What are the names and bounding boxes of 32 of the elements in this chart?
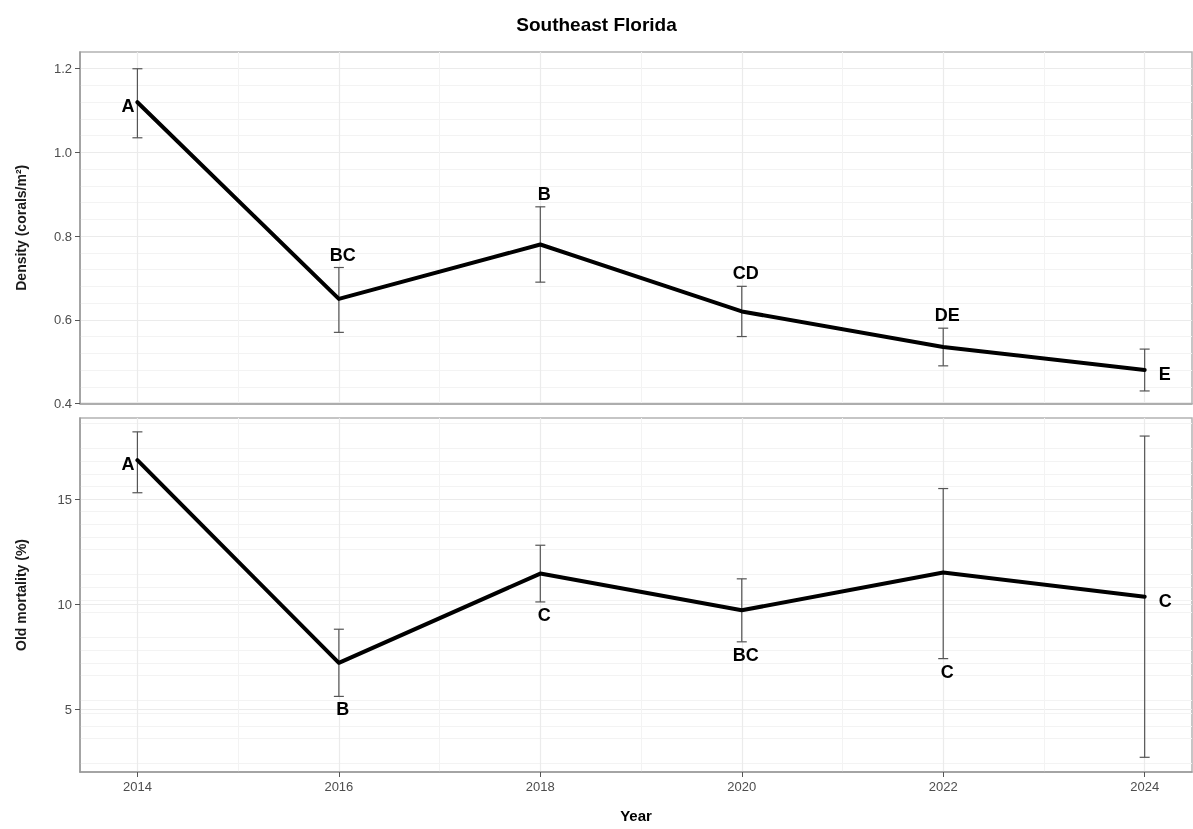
y-tick-label: 0.6 [53, 312, 72, 328]
x-tick-label: 2022 [928, 779, 958, 794]
annotation: BC [732, 644, 759, 665]
annotation: C [1158, 590, 1172, 611]
x-tick-label: 2018 [525, 779, 555, 794]
line-series [135, 100, 1147, 373]
y-tick-label: 1.0 [53, 144, 72, 160]
y-tick-label: 1.2 [53, 61, 72, 77]
x-tick-label: 2014 [122, 779, 152, 794]
y-axis-title: Density (corals/m²) [13, 164, 29, 291]
y-tick-label: 0.8 [53, 228, 72, 244]
y-tick-label: 5 [64, 701, 72, 717]
annotation: DE [934, 305, 960, 326]
x-tick-label: 2024 [1130, 779, 1160, 794]
annotation: B [537, 183, 551, 204]
annotation: A [121, 454, 135, 475]
y-tick-label: 0.4 [53, 396, 72, 411]
annotation: C [940, 661, 954, 682]
annotation: BC [329, 244, 356, 265]
y-tick-label: 15 [57, 491, 72, 507]
line-series [135, 458, 1147, 665]
annotation: C [537, 604, 551, 625]
annotation: E [1158, 364, 1171, 385]
annotation: CD [732, 263, 759, 284]
y-axis-title: Old mortality (%) [13, 538, 29, 652]
chart-title: Southeast Florida [516, 14, 678, 35]
x-tick-label: 2016 [324, 779, 354, 794]
x-tick-label: 2020 [727, 779, 757, 794]
x-axis-title: Year [620, 807, 653, 824]
annotation: A [121, 96, 135, 117]
annotation: B [336, 699, 350, 720]
y-tick-label: 10 [57, 596, 72, 612]
